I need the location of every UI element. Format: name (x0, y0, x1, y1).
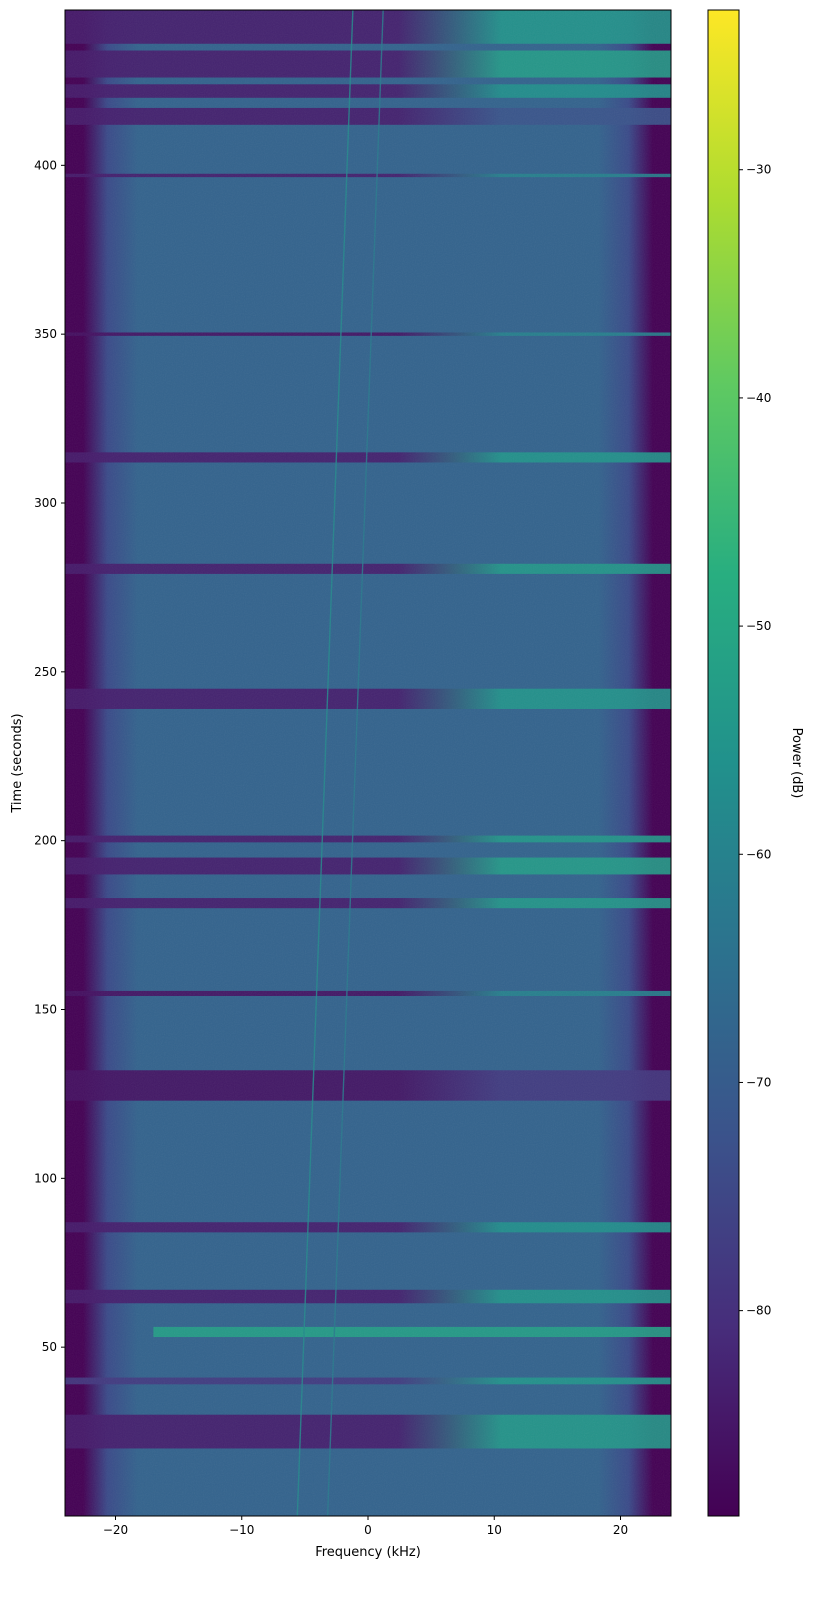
noise-texture (65, 10, 671, 1516)
colorbar-label: Power (dB) (789, 728, 804, 799)
y-tick-label: 400 (34, 158, 57, 172)
x-tick-label: 0 (364, 1523, 372, 1537)
y-axis: 50 100 150 200 250 300 350 400 (34, 158, 65, 1354)
colorbar-ticks: −30 −40 −50 −60 −70 −80 (739, 163, 771, 1318)
x-axis: −20 −10 0 10 20 (103, 1516, 628, 1537)
colorbar-tick-label: −30 (746, 163, 771, 177)
x-tick-label: 20 (613, 1523, 628, 1537)
y-tick-label: 300 (34, 496, 57, 510)
colorbar-tick-label: −40 (746, 391, 771, 405)
colorbar-tick-label: −70 (746, 1075, 771, 1089)
x-tick-label: −20 (103, 1523, 128, 1537)
y-tick-label: 50 (42, 1340, 57, 1354)
x-tick-label: −10 (229, 1523, 254, 1537)
y-tick-label: 350 (34, 327, 57, 341)
x-axis-label: Frequency (kHz) (315, 1545, 421, 1560)
y-tick-label: 200 (34, 834, 57, 848)
x-tick-label: 10 (487, 1523, 502, 1537)
y-tick-label: 150 (34, 1002, 57, 1016)
colorbar-tick-label: −60 (746, 847, 771, 861)
y-tick-label: 100 (34, 1171, 57, 1185)
y-axis-label: Time (seconds) (10, 713, 25, 813)
y-tick-label: 250 (34, 665, 57, 679)
colorbar-tick-label: −80 (746, 1304, 771, 1318)
colorbar: −30 −40 −50 −60 −70 −80 Power (dB) (707, 9, 804, 1517)
colorbar-gradient (707, 9, 740, 1517)
spectrogram-plot-area (65, 10, 671, 1516)
colorbar-tick-label: −50 (746, 619, 771, 633)
